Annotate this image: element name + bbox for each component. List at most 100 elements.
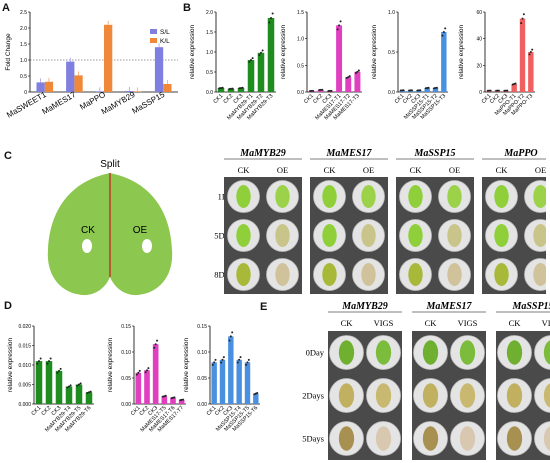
x-tick-label: MaMYB29 <box>100 90 137 117</box>
leaf-sample <box>322 262 337 287</box>
data-point <box>328 89 331 92</box>
data-point <box>444 27 447 30</box>
leaf-sample <box>375 426 392 451</box>
data-point <box>399 89 402 92</box>
x-tick-label: CK1 <box>213 93 225 105</box>
y-tick-label: 0.020 <box>18 324 31 330</box>
gene-header: MaMES17 <box>425 301 472 312</box>
day-label: 0Day <box>306 348 325 358</box>
gene-header: MaMYB29 <box>341 301 388 312</box>
y-tick-label: 2.0 <box>206 10 213 16</box>
leaf-sample <box>494 223 509 248</box>
data-point <box>419 89 422 92</box>
y-tick-label: 0.0 <box>297 90 304 96</box>
column-label: VIGS <box>458 318 478 328</box>
data-point <box>348 75 351 78</box>
panel-label-e: E <box>260 301 268 313</box>
x-tick-label: CK3 <box>147 405 159 417</box>
data-point <box>250 59 252 61</box>
leaf-sample <box>447 223 462 248</box>
bar <box>161 396 168 404</box>
x-tick-label: MaSSP15-T3 <box>420 93 448 121</box>
data-point <box>433 87 436 90</box>
y-axis-label: relative expression <box>458 25 465 80</box>
x-tick-label: MaMYB29-T3 <box>246 93 274 121</box>
data-point <box>180 398 183 401</box>
leaf-sample <box>543 340 550 365</box>
data-point <box>211 363 214 366</box>
data-point <box>319 88 322 91</box>
leaf-sample <box>338 426 355 451</box>
data-point <box>424 87 427 90</box>
gene-header: MaSSP15 <box>413 148 455 159</box>
y-axis-label: relative expression <box>371 25 378 80</box>
bar <box>125 91 134 92</box>
x-tick-label: CK1 <box>303 93 315 105</box>
y-tick-label: 0.5 <box>20 74 27 80</box>
leaf-sample <box>506 383 523 408</box>
data-point <box>504 89 507 92</box>
bar <box>154 47 164 92</box>
legend-label: S/L <box>160 29 170 36</box>
y-tick-label: 20 <box>476 63 482 69</box>
bar <box>152 344 159 404</box>
y-tick-label: 0 <box>24 90 27 96</box>
panel-e-photo-grid: 0Day 2Days 5Days MaMYB29 CK VIGS MaMES17 CK VIGS… <box>302 301 550 460</box>
x-tick-label: MaMES17-T7 <box>157 405 185 433</box>
bar <box>75 384 83 404</box>
data-point <box>247 358 250 361</box>
x-tick-label: MaMES17 <box>41 90 78 117</box>
bar <box>178 399 185 404</box>
data-point <box>245 363 248 366</box>
data-point <box>146 369 148 372</box>
data-point <box>147 367 150 370</box>
x-tick-label: CK3 <box>497 93 509 105</box>
data-point <box>241 86 244 89</box>
bar <box>308 90 315 92</box>
data-point <box>246 361 249 364</box>
bar <box>317 89 324 92</box>
chart-B1: 0.0 0.5 1.0 1.5 2.0 relative expression CK1CK2… <box>189 10 276 121</box>
bar <box>494 90 501 92</box>
leaf-sample <box>408 262 423 287</box>
x-tick-label: MaSSP15-T6 <box>232 405 260 433</box>
x-tick-label: MaSSP15-T4 <box>215 405 243 433</box>
data-point <box>486 89 489 92</box>
leaf-sample <box>422 426 439 451</box>
data-point <box>401 89 404 92</box>
data-point <box>239 356 242 359</box>
data-point <box>488 89 491 92</box>
column-label: CK <box>238 165 251 175</box>
bar <box>519 18 526 93</box>
data-point <box>339 20 342 23</box>
x-tick-label: CK1 <box>31 405 43 417</box>
y-tick-label: 0.000 <box>18 402 31 408</box>
y-axis-label: Fold Change <box>5 33 12 71</box>
day-label: 5Days <box>302 434 324 444</box>
column-label: CK <box>425 318 438 328</box>
x-tick-label: CK2 <box>402 93 414 105</box>
leaf-sample <box>543 426 550 451</box>
y-tick-label: 1.5 <box>297 10 304 16</box>
leaf-sample <box>275 262 290 287</box>
data-point <box>427 86 430 89</box>
data-point <box>218 87 221 90</box>
data-point <box>213 361 216 364</box>
bar <box>399 90 405 92</box>
bar <box>65 386 73 404</box>
column-label: CK <box>509 318 522 328</box>
column-label: OE <box>277 165 288 175</box>
leaf-sample <box>375 383 392 408</box>
leaf-sample <box>459 383 476 408</box>
data-point <box>402 89 405 92</box>
day-label: 2Days <box>302 391 324 401</box>
y-tick-label: 1.0 <box>20 58 27 64</box>
y-tick-label: 0.15 <box>121 324 131 330</box>
bar <box>95 91 104 92</box>
leaf-sample <box>494 184 509 209</box>
bar <box>528 52 534 92</box>
panel-label-c: C <box>4 150 12 162</box>
bar <box>441 32 447 92</box>
gene-header: MaMES17 <box>325 148 372 159</box>
leaf-sample <box>375 340 392 365</box>
